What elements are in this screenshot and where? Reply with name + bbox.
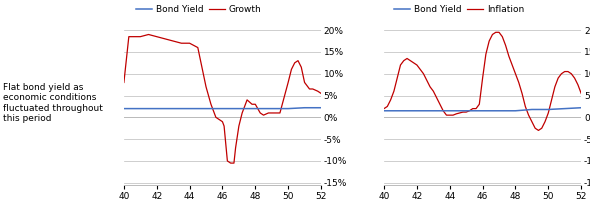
Legend: Bond Yield, Growth: Bond Yield, Growth (132, 1, 265, 17)
Bond Yield (186, 107, 193, 110)
Line: Growth: Growth (124, 34, 321, 163)
Growth (153, 35, 160, 38)
Bond Yield (268, 107, 276, 110)
Bond Yield (479, 109, 486, 112)
Growth (248, 103, 255, 106)
Bond Yield (153, 107, 160, 110)
Growth (231, 162, 238, 164)
Bond Yield (397, 109, 404, 112)
Growth (244, 99, 251, 101)
Growth (306, 88, 313, 90)
Growth (162, 38, 169, 40)
Bond Yield (463, 109, 470, 112)
Growth (232, 147, 239, 149)
Growth (186, 42, 193, 45)
Line: Bond Yield: Bond Yield (384, 108, 581, 111)
Line: Inflation: Inflation (384, 32, 581, 131)
Bond Yield (528, 108, 535, 111)
Growth (229, 162, 236, 164)
Growth (125, 35, 132, 38)
Inflation (427, 86, 434, 88)
Bond Yield (561, 107, 568, 110)
Growth (145, 33, 152, 36)
Bond Yield (301, 106, 308, 109)
Inflation (578, 92, 585, 95)
Growth (298, 66, 305, 68)
Bond Yield (381, 109, 388, 112)
Growth (301, 81, 308, 84)
Growth (265, 112, 272, 114)
Line: Bond Yield: Bond Yield (124, 108, 321, 109)
Bond Yield (120, 107, 127, 110)
Growth (178, 42, 185, 45)
Bond Yield (545, 108, 552, 111)
Growth (317, 92, 324, 95)
Growth (224, 160, 231, 162)
Bond Yield (317, 106, 324, 109)
Inflation (486, 40, 493, 42)
Legend: Bond Yield, Inflation: Bond Yield, Inflation (391, 1, 527, 17)
Bond Yield (170, 107, 177, 110)
Growth (212, 116, 219, 119)
Bond Yield (446, 109, 453, 112)
Growth (219, 120, 226, 123)
Growth (291, 61, 299, 64)
Growth (268, 112, 276, 114)
Bond Yield (235, 107, 242, 110)
Growth (227, 162, 234, 164)
Bond Yield (284, 107, 291, 110)
Bond Yield (430, 109, 437, 112)
Bond Yield (512, 109, 519, 112)
Inflation (502, 44, 509, 47)
Growth (202, 86, 209, 88)
Growth (137, 35, 144, 38)
Growth (252, 103, 259, 106)
Inflation (381, 107, 388, 110)
Growth (276, 112, 283, 114)
Text: Flat bond yield as
economic conditions
fluctuated throughout
this period: Flat bond yield as economic conditions f… (3, 83, 103, 123)
Bond Yield (496, 109, 503, 112)
Bond Yield (219, 107, 226, 110)
Growth (314, 90, 321, 92)
Growth (238, 112, 245, 114)
Growth (235, 125, 242, 127)
Growth (221, 125, 228, 127)
Inflation (450, 114, 457, 117)
Growth (194, 46, 201, 49)
Growth (260, 114, 267, 117)
Growth (170, 40, 177, 42)
Bond Yield (137, 107, 144, 110)
Growth (294, 59, 301, 62)
Growth (288, 68, 295, 71)
Bond Yield (578, 106, 585, 109)
Growth (257, 112, 264, 114)
Growth (309, 88, 316, 90)
Inflation (535, 129, 542, 132)
Bond Yield (202, 107, 209, 110)
Growth (284, 81, 291, 84)
Inflation (492, 31, 499, 34)
Growth (208, 103, 215, 106)
Inflation (420, 72, 427, 75)
Bond Yield (414, 109, 421, 112)
Inflation (558, 72, 565, 75)
Bond Yield (252, 107, 259, 110)
Growth (120, 81, 127, 84)
